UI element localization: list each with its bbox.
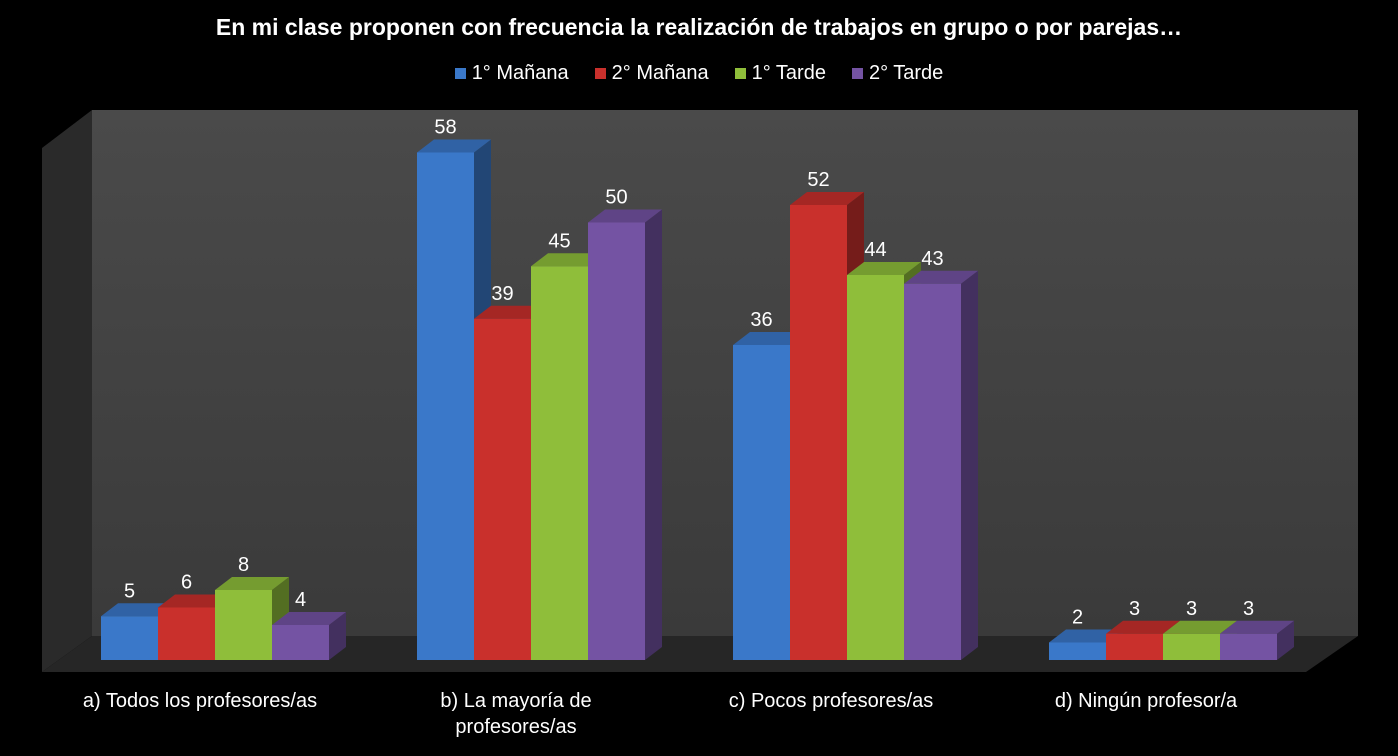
legend-swatch (851, 68, 863, 79)
legend-item: 2° Tarde (851, 62, 944, 85)
bar-top (1163, 620, 1237, 634)
legend-swatch (454, 68, 466, 79)
data-label: 4 (295, 589, 306, 611)
data-label: 6 (181, 572, 192, 594)
bar-top (1106, 620, 1180, 634)
bar-front (272, 625, 329, 660)
data-label: 44 (864, 239, 886, 261)
bar-front (215, 590, 272, 660)
data-label: 52 (807, 169, 829, 191)
chart-title: En mi clase proponen con frecuencia la r… (215, 14, 1183, 40)
data-label: 3 (1186, 598, 1197, 620)
bar-front (474, 318, 531, 660)
legend-item: 2° Mañana (594, 62, 709, 85)
bar-top (847, 262, 921, 275)
bar-front (1163, 633, 1220, 660)
bar-front (790, 205, 847, 660)
back-wall (92, 110, 1358, 636)
data-label: 5 (124, 580, 135, 602)
data-label: 58 (434, 117, 456, 139)
category-label: b) La mayoría de profesores/as (440, 690, 592, 738)
bar-front (847, 275, 904, 660)
bar-top (1220, 620, 1294, 634)
bar-top (101, 603, 175, 617)
bar-top (531, 253, 605, 267)
bar-top (215, 577, 289, 590)
legend-label: 1° Tarde (751, 62, 826, 84)
bar-top (790, 192, 864, 205)
bar (588, 209, 662, 660)
category-label: d) Ningún profesor/a (1054, 690, 1238, 712)
bar-top (1049, 629, 1123, 643)
bar-top (733, 332, 807, 345)
data-label: 3 (1129, 598, 1140, 620)
legend-swatch (734, 68, 746, 79)
legend-item: 1° Mañana (454, 62, 569, 85)
data-label: 43 (921, 248, 943, 270)
bar-side (329, 612, 346, 660)
bar (1220, 620, 1294, 660)
bar-top (158, 594, 232, 608)
data-label: 36 (750, 309, 772, 331)
bar-front (588, 222, 645, 660)
bar-top (904, 270, 978, 284)
bar-side (1277, 620, 1294, 660)
legend: 1° Mañana 2° Mañana 1° Tarde 2° Tarde (0, 62, 1398, 85)
bar (272, 612, 346, 660)
bar-top (272, 612, 346, 625)
bar-top (417, 139, 491, 153)
category-label: a) Todos los profesores/as (82, 690, 318, 712)
data-label: 45 (548, 230, 570, 252)
bar-front (158, 607, 215, 660)
side-wall (42, 110, 92, 672)
bar-front (1106, 633, 1163, 660)
bar-front (733, 345, 790, 660)
legend-label: 2° Mañana (611, 62, 709, 84)
data-label: 50 (605, 187, 627, 209)
bar-front (101, 616, 158, 660)
bar (904, 270, 978, 660)
floor (42, 636, 1358, 672)
legend-item: 1° Tarde (734, 62, 826, 85)
bar-front (531, 266, 588, 660)
bar (215, 577, 289, 660)
category-label: c) Pocos profesores/as (728, 690, 934, 712)
legend-swatch (594, 68, 606, 79)
data-label: 3 (1243, 598, 1254, 620)
bar-top (588, 209, 662, 223)
bar-side (961, 270, 978, 660)
bar-top (474, 305, 548, 319)
data-label: 2 (1072, 607, 1083, 629)
bar-front (417, 152, 474, 660)
bar-front (1049, 642, 1106, 660)
bar-front (1220, 633, 1277, 660)
legend-label: 1° Mañana (471, 62, 569, 84)
data-label: 8 (238, 554, 249, 576)
bar-side (645, 209, 662, 660)
data-label: 39 (491, 283, 513, 305)
legend-label: 2° Tarde (868, 62, 944, 84)
bar-front (904, 283, 961, 660)
